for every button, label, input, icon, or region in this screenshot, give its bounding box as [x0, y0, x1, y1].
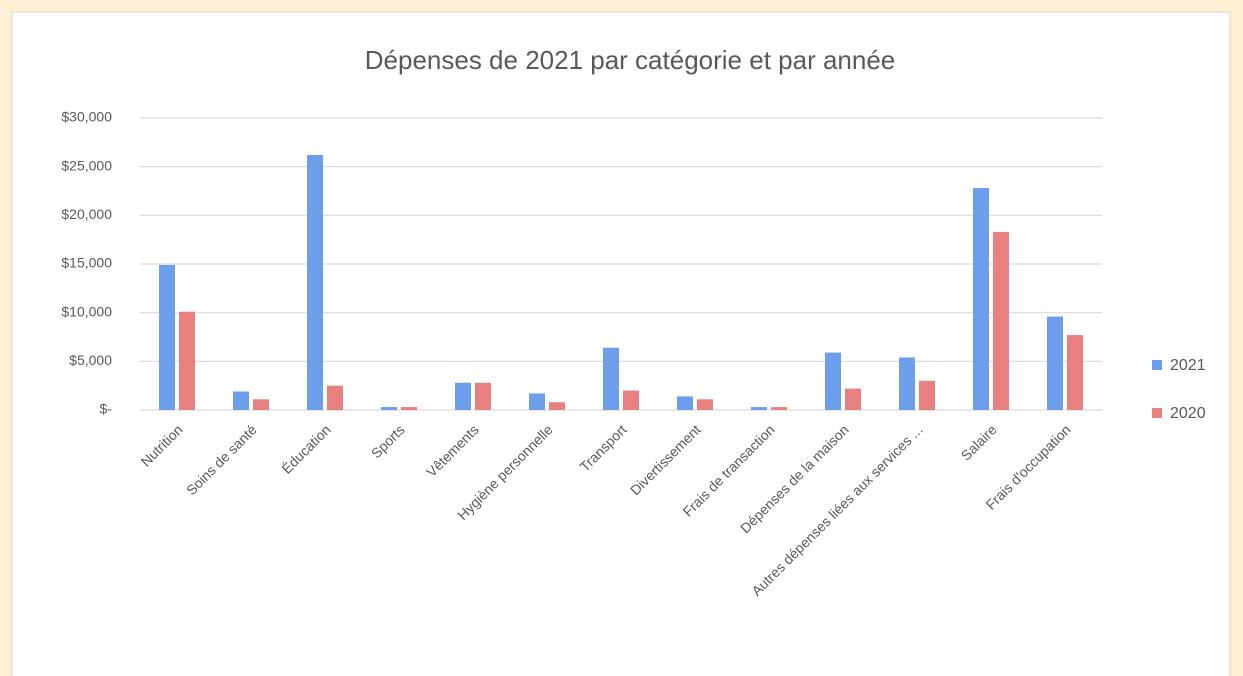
chart-title: Dépenses de 2021 par catégorie et par an… — [365, 45, 896, 75]
legend-swatch — [1152, 408, 1162, 418]
bar — [253, 399, 269, 410]
bar — [179, 311, 195, 410]
bar — [623, 390, 639, 410]
y-tick-label: $20,000 — [61, 206, 112, 222]
y-tick-label: $- — [100, 401, 113, 417]
bar — [697, 399, 713, 410]
chart-area — [11, 11, 1231, 676]
y-tick-label: $30,000 — [61, 109, 112, 125]
bar — [825, 352, 841, 410]
bar — [307, 154, 323, 410]
y-tick-label: $15,000 — [61, 255, 112, 271]
legend-label: 2021 — [1170, 357, 1206, 374]
bar — [381, 407, 397, 410]
legend-label: 2020 — [1170, 405, 1206, 422]
bar — [1047, 316, 1063, 410]
bar — [549, 402, 565, 410]
bar — [475, 382, 491, 410]
y-tick-label: $25,000 — [61, 157, 112, 173]
bar — [327, 385, 343, 410]
bar — [919, 380, 935, 410]
bar — [159, 264, 175, 410]
y-tick-label: $5,000 — [69, 352, 112, 368]
bar — [751, 407, 767, 410]
bar — [899, 357, 915, 410]
bar — [455, 382, 471, 410]
bar — [993, 231, 1009, 410]
bar — [677, 396, 693, 410]
bar — [529, 393, 545, 410]
bar — [845, 388, 861, 410]
legend-swatch — [1152, 360, 1162, 370]
bar — [771, 407, 787, 410]
bar — [233, 391, 249, 410]
bar — [603, 347, 619, 410]
bar — [1067, 335, 1083, 410]
bar — [401, 407, 417, 410]
bar — [973, 188, 989, 410]
y-tick-label: $10,000 — [61, 303, 112, 319]
